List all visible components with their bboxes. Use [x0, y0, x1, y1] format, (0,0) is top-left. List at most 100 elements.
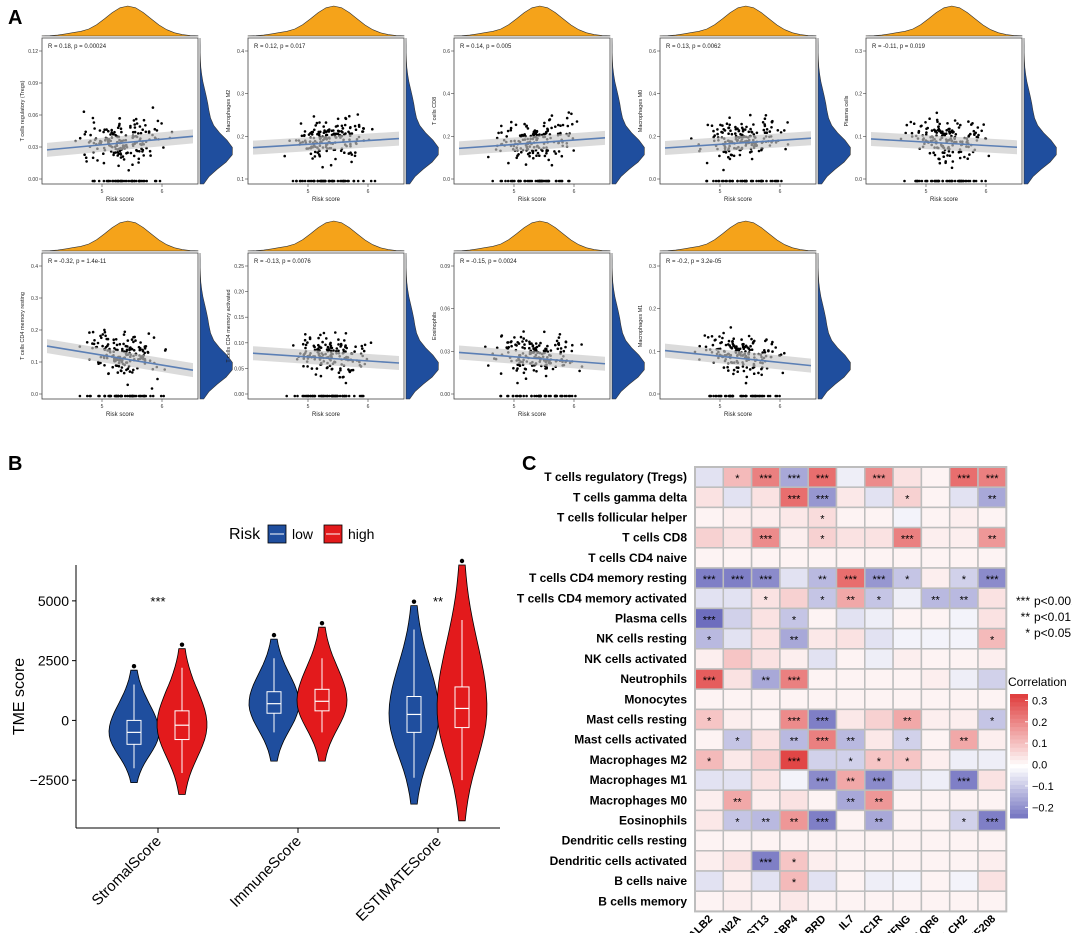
scatter-point [930, 129, 934, 132]
heatmap-cell [807, 607, 838, 630]
scatter-point [129, 151, 133, 155]
scatter-point [530, 342, 533, 345]
heatmap-cell [835, 809, 866, 832]
x-axis-label: Risk score [518, 412, 547, 418]
colorbar-segment [1010, 743, 1028, 749]
scatter-point [731, 342, 735, 346]
right-density [611, 37, 645, 185]
scatter-point [298, 179, 302, 183]
row-label: T cells CD4 naive [588, 551, 687, 565]
scatter-point [974, 131, 977, 135]
y-axis-label: Macrophages M1 [638, 305, 644, 348]
right-density [199, 37, 233, 185]
scatter-point [904, 131, 907, 135]
cell-star: ** [875, 817, 884, 829]
y-tick-label: 0.03 [440, 349, 450, 355]
scatter-point [116, 126, 120, 129]
scatter-point [509, 126, 513, 130]
scatter-point [309, 394, 312, 398]
scatter-point [953, 179, 957, 183]
x-axis-label: Risk score [312, 197, 341, 203]
scatter-point [740, 122, 743, 126]
scatter-point [337, 371, 341, 375]
cell-star: *** [759, 857, 773, 869]
scatter-point [88, 394, 92, 398]
x-axis-label: Risk score [106, 197, 135, 203]
scatter-point [353, 154, 357, 158]
heatmap-cell [722, 890, 753, 913]
scatter-point [580, 343, 583, 346]
y-tick-label: 5000 [38, 593, 69, 609]
correlation-annotation: R = -0.32, p = 1.4e-11 [48, 259, 107, 265]
colorbar-tick-label: 0.2 [1032, 717, 1047, 729]
scatter-point [306, 365, 309, 368]
significance-label: *** [150, 594, 165, 609]
scatter-point [119, 156, 123, 159]
scatter-point [745, 125, 748, 129]
scatter-point [506, 179, 510, 183]
scatter-point [698, 344, 701, 348]
scatter-point [317, 343, 320, 347]
y-tick-label: 0.25 [234, 264, 244, 270]
scatter-point [727, 369, 730, 372]
scatter-point [509, 128, 513, 132]
top-density [41, 220, 199, 252]
scatter-point [336, 132, 340, 135]
scatter-point [317, 153, 321, 156]
scatter-point [722, 150, 725, 154]
scatter-point [291, 179, 295, 183]
scatter-point [966, 157, 969, 160]
scatter-point [727, 126, 731, 129]
heatmap-cell [807, 829, 838, 852]
colorbar-tick-label: −0.1 [1032, 781, 1054, 793]
cell-star: *** [816, 817, 830, 829]
cell-star: *** [873, 473, 887, 485]
x-axis-label: Risk score [930, 197, 959, 203]
col-label: FABP4 [767, 912, 801, 933]
scatter-point [331, 394, 335, 398]
scatter-point [336, 117, 340, 121]
scatter-point [123, 394, 127, 398]
x-tick-label: StromalScore [89, 833, 165, 909]
scatter-point [511, 179, 515, 183]
x-tick-label: 5 [513, 189, 516, 195]
heatmap-cell [694, 526, 725, 549]
scatter-point [354, 128, 358, 131]
scatter-point [104, 346, 108, 349]
heatmap-cell [807, 850, 838, 872]
top-density [659, 5, 817, 37]
scatter-point [125, 368, 128, 372]
scatter-point [103, 328, 106, 332]
scatter-point [545, 152, 548, 155]
heatmap-cell [694, 890, 725, 913]
scatter-point [536, 151, 540, 155]
y-tick-label: 0.09 [440, 264, 450, 270]
scatter-point [513, 336, 516, 339]
scatter-point [285, 394, 289, 398]
scatter-point [725, 179, 728, 183]
heatmap-cell [920, 789, 951, 812]
scatter-point [141, 348, 144, 352]
scatter-point [755, 131, 759, 135]
scatter-point [123, 330, 127, 334]
scatter-point [110, 131, 113, 134]
heatmap-cell [892, 789, 923, 812]
right-density [817, 37, 851, 185]
scatter-point [547, 158, 550, 162]
scatter-point [84, 130, 87, 134]
row-label: Macrophages M1 [590, 773, 688, 787]
scatter-point [535, 349, 538, 352]
plot-frame [865, 37, 1023, 185]
scatter-point [761, 121, 765, 124]
scatter-point [137, 157, 141, 161]
scatter-point [119, 152, 122, 155]
scatter-point [303, 130, 307, 133]
heatmap-cell [864, 526, 894, 549]
scatter-point [350, 153, 354, 156]
y-tick-label: 0.09 [28, 81, 38, 87]
scatter-point [107, 129, 110, 133]
scatter-point [139, 394, 142, 398]
panel-label-a: A [8, 7, 22, 29]
heatmap-cell [835, 607, 866, 630]
scatter-point [122, 342, 125, 346]
